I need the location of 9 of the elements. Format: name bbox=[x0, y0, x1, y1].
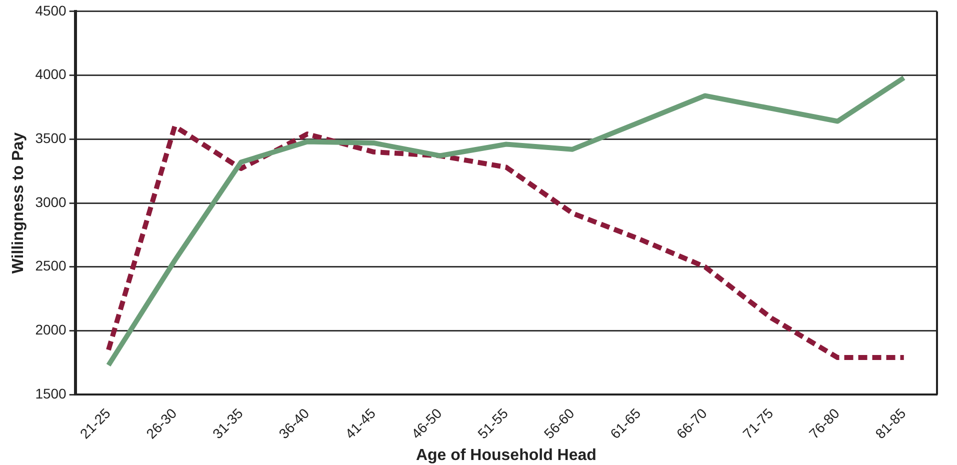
y-tick-label: 1500 bbox=[35, 385, 67, 402]
y-tick-label: 4000 bbox=[35, 66, 67, 82]
y-tick-label: 3000 bbox=[35, 194, 67, 210]
y-tick-label: 3500 bbox=[35, 130, 67, 146]
y-tick-label: 2000 bbox=[35, 322, 67, 338]
y-tick-label: 4500 bbox=[35, 2, 67, 18]
y-tick-label: 2500 bbox=[35, 258, 67, 274]
y-axis-title: Willingness to Pay bbox=[10, 132, 28, 274]
x-axis-title: Age of Household Head bbox=[416, 446, 596, 464]
